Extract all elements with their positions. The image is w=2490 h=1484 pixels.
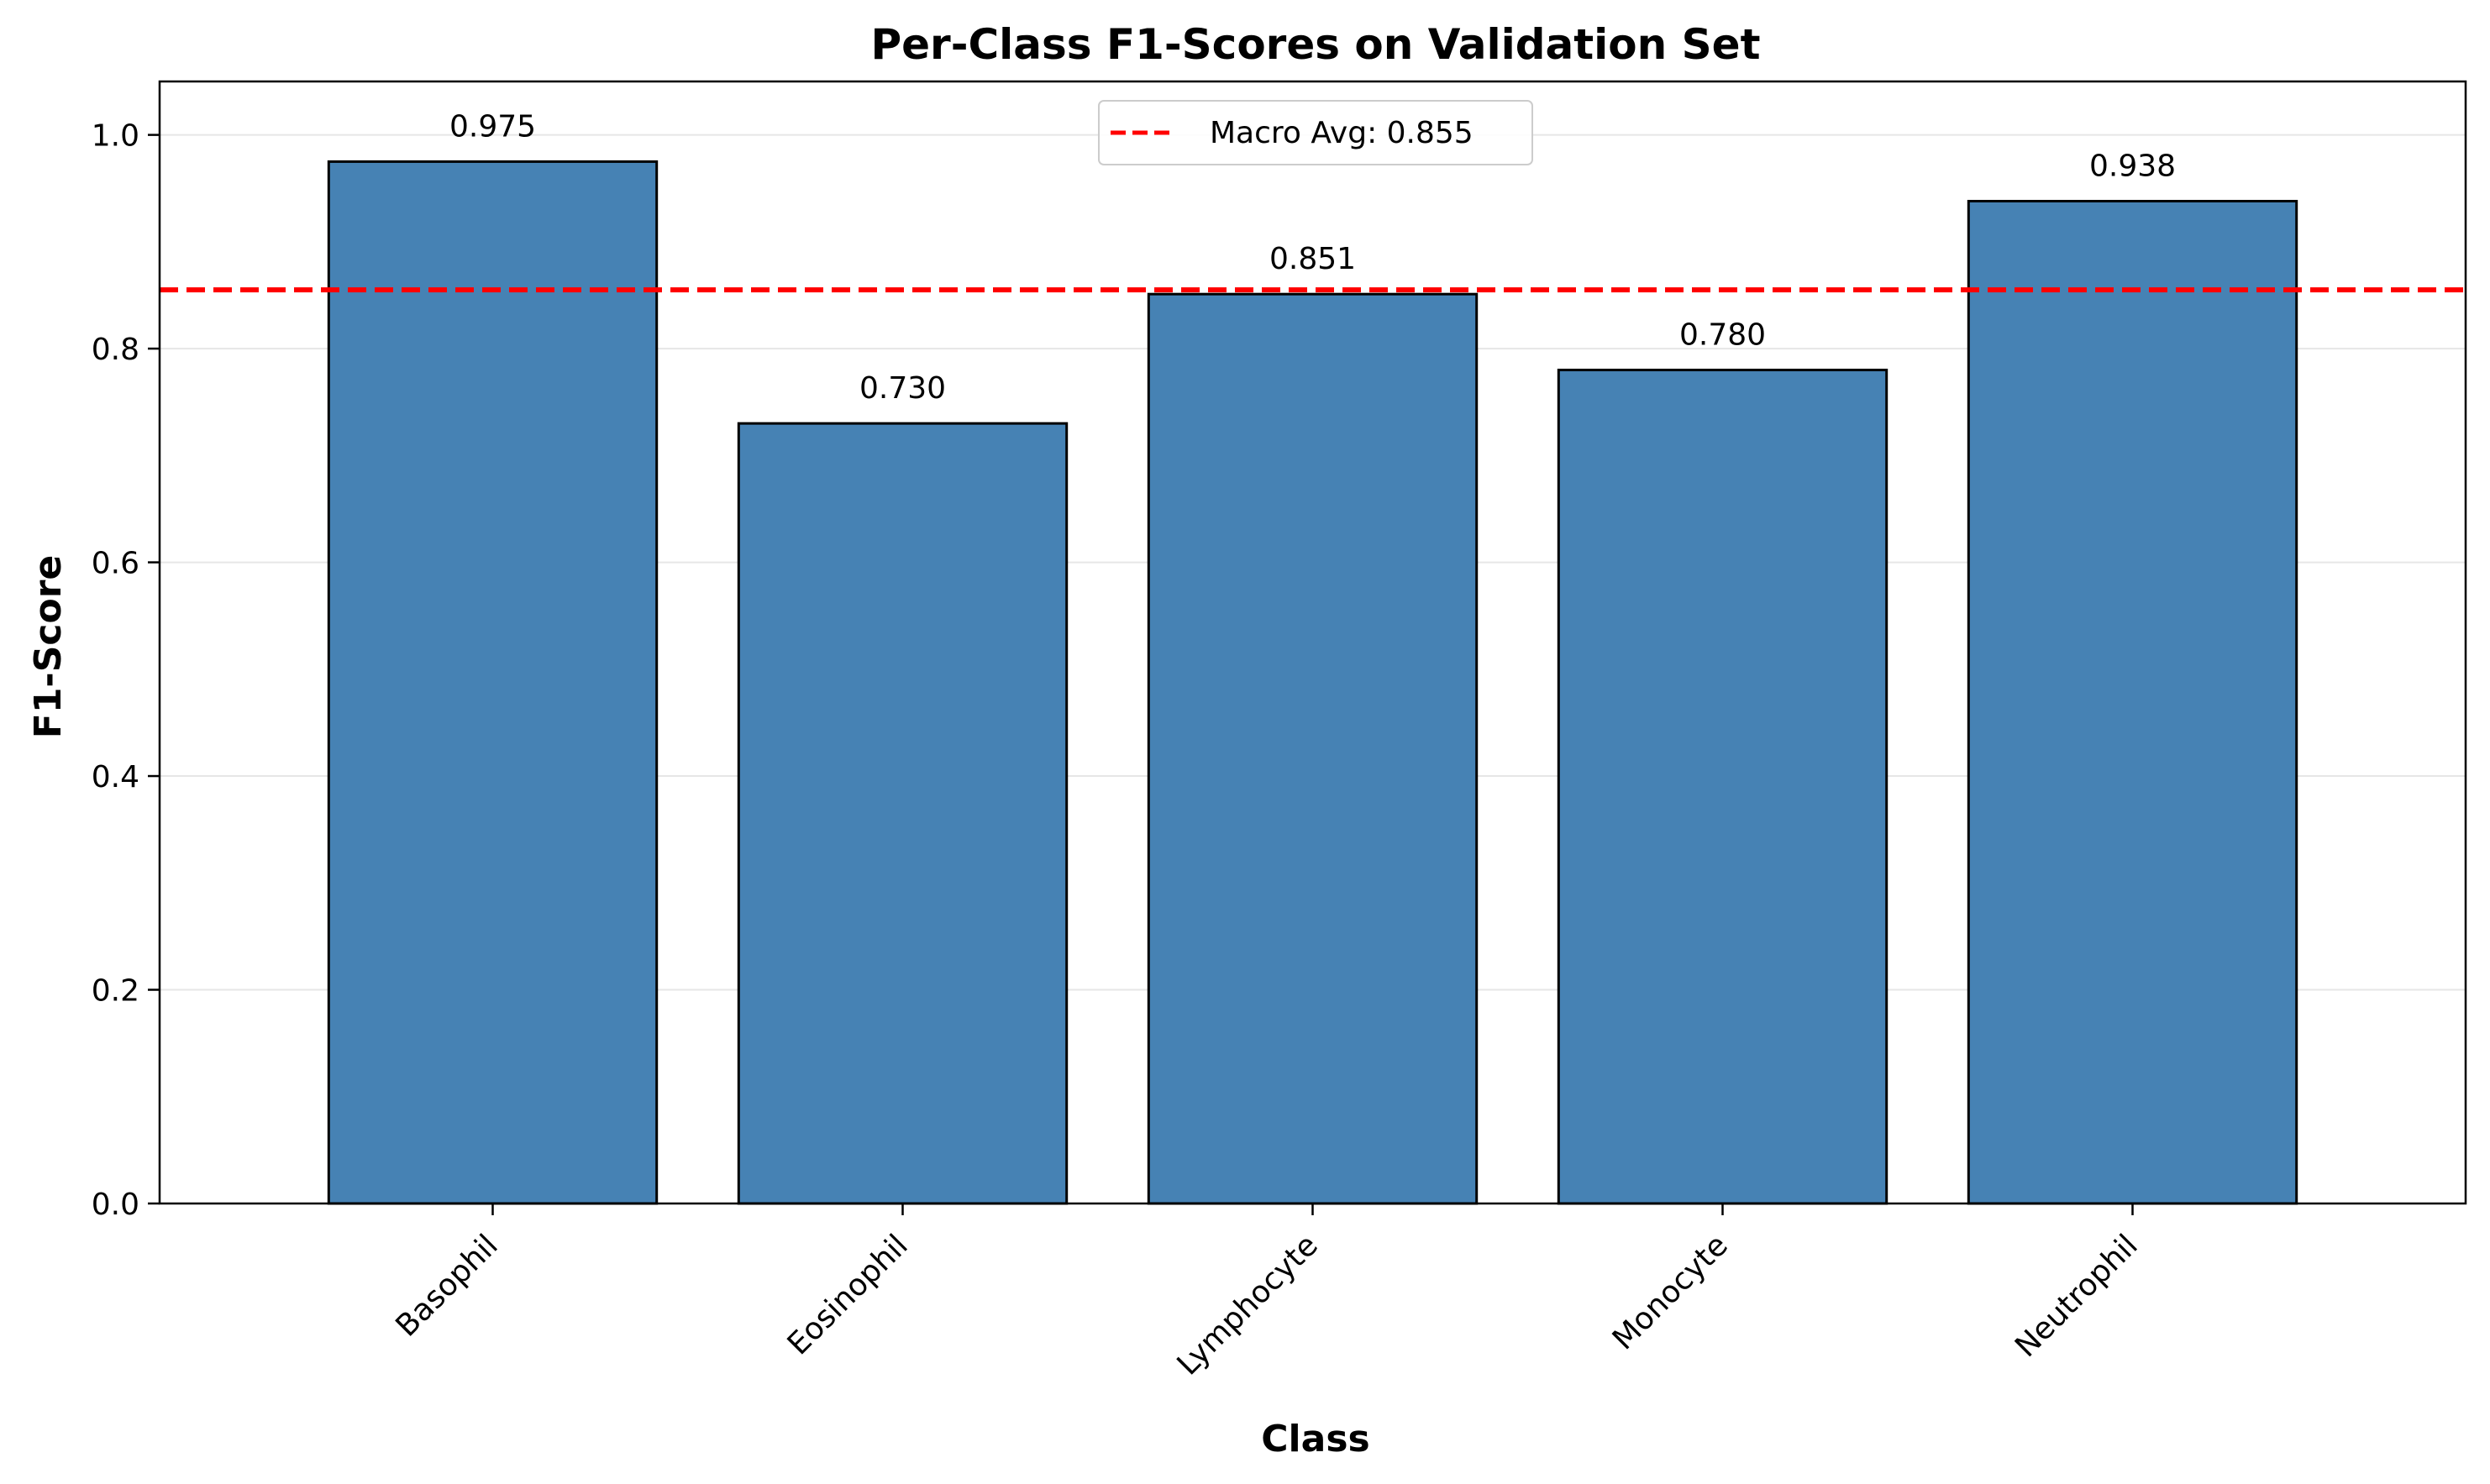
bar-basophil [327, 160, 659, 1205]
bar-neutrophil [1967, 200, 2298, 1205]
y-tick-label: 0.0 [92, 1188, 139, 1222]
y-tick-label: 1.0 [92, 119, 139, 154]
value-label: 0.938 [2089, 149, 2176, 184]
value-label: 0.851 [1269, 242, 1356, 276]
legend-label: Macro Avg: 0.855 [1210, 116, 1474, 150]
legend-box [1098, 100, 1533, 165]
x-axis-label: Class [1261, 1418, 1369, 1460]
value-label: 0.780 [1679, 318, 1766, 353]
bars [327, 160, 2298, 1205]
value-label: 0.730 [859, 371, 946, 406]
y-tick-label: 0.6 [92, 547, 139, 581]
y-axis-ticks: 0.0 0.2 0.4 0.6 0.8 1.0 [92, 119, 160, 1222]
value-labels: 0.975 0.730 0.851 0.780 0.938 [449, 109, 2176, 406]
value-label: 0.975 [449, 109, 536, 144]
y-axis-label: F1-Score [27, 555, 70, 738]
legend: Macro Avg: 0.855 [1098, 100, 1533, 165]
chart-title: Per-Class F1-Scores on Validation Set [871, 20, 1761, 69]
bar-lymphocyte [1147, 292, 1479, 1205]
y-tick-label: 0.4 [92, 760, 139, 794]
y-tick-label: 0.8 [92, 333, 139, 367]
bar-monocyte [1557, 369, 1889, 1205]
y-tick-label: 0.2 [92, 974, 139, 1009]
bar-eosinophil [737, 422, 1069, 1205]
